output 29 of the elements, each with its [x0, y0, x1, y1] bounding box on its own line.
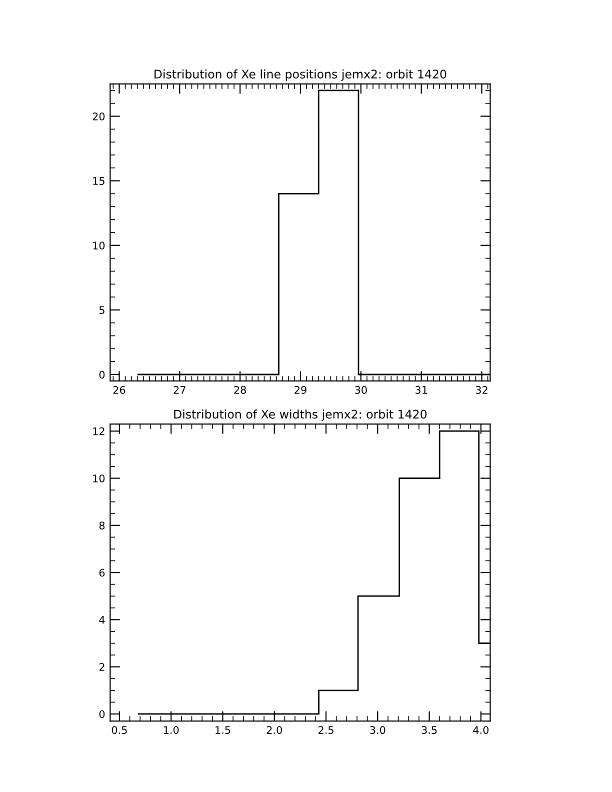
x-tick-label: 30: [355, 386, 367, 394]
y-tick-label: 5: [99, 306, 104, 314]
y-tick-label: 10: [93, 242, 105, 250]
y-tick-label: 12: [93, 427, 104, 436]
x-tick-label: 28: [234, 386, 246, 394]
x-tick-label: 0.5: [112, 726, 127, 734]
y-tick-label: 6: [99, 568, 105, 577]
y-tick-label: 4: [99, 616, 105, 624]
x-tick-label: 27: [174, 386, 186, 394]
y-tick-label: 2: [99, 663, 104, 671]
x-tick-label: 32: [476, 386, 488, 394]
x-tick-label: 2.0: [266, 726, 282, 734]
y-tick-label: 0: [99, 710, 105, 718]
x-tick-label: 31: [416, 386, 427, 394]
chart-title: Distribution of Xe widths jemx2: orbit 1420: [174, 410, 427, 421]
y-tick-label: 10: [93, 474, 105, 482]
x-tick-label: 4.0: [473, 726, 489, 734]
x-tick-label: 3.0: [370, 726, 386, 734]
x-tick-label: 1.0: [164, 726, 179, 734]
x-tick-label: 1.5: [216, 726, 230, 734]
y-tick-label: 8: [99, 522, 105, 530]
y-tick-label: 15: [93, 177, 104, 185]
chart-title: Distribution of Xe line positions jemx2: orbit 1420: [154, 69, 446, 81]
x-tick-label: 26: [113, 386, 126, 394]
x-tick-label: 3.5: [422, 726, 437, 734]
x-tick-label: 2.5: [318, 726, 334, 734]
y-tick-label: 20: [92, 112, 105, 120]
x-tick-label: 29: [294, 386, 306, 394]
y-tick-label: 0: [99, 370, 105, 379]
